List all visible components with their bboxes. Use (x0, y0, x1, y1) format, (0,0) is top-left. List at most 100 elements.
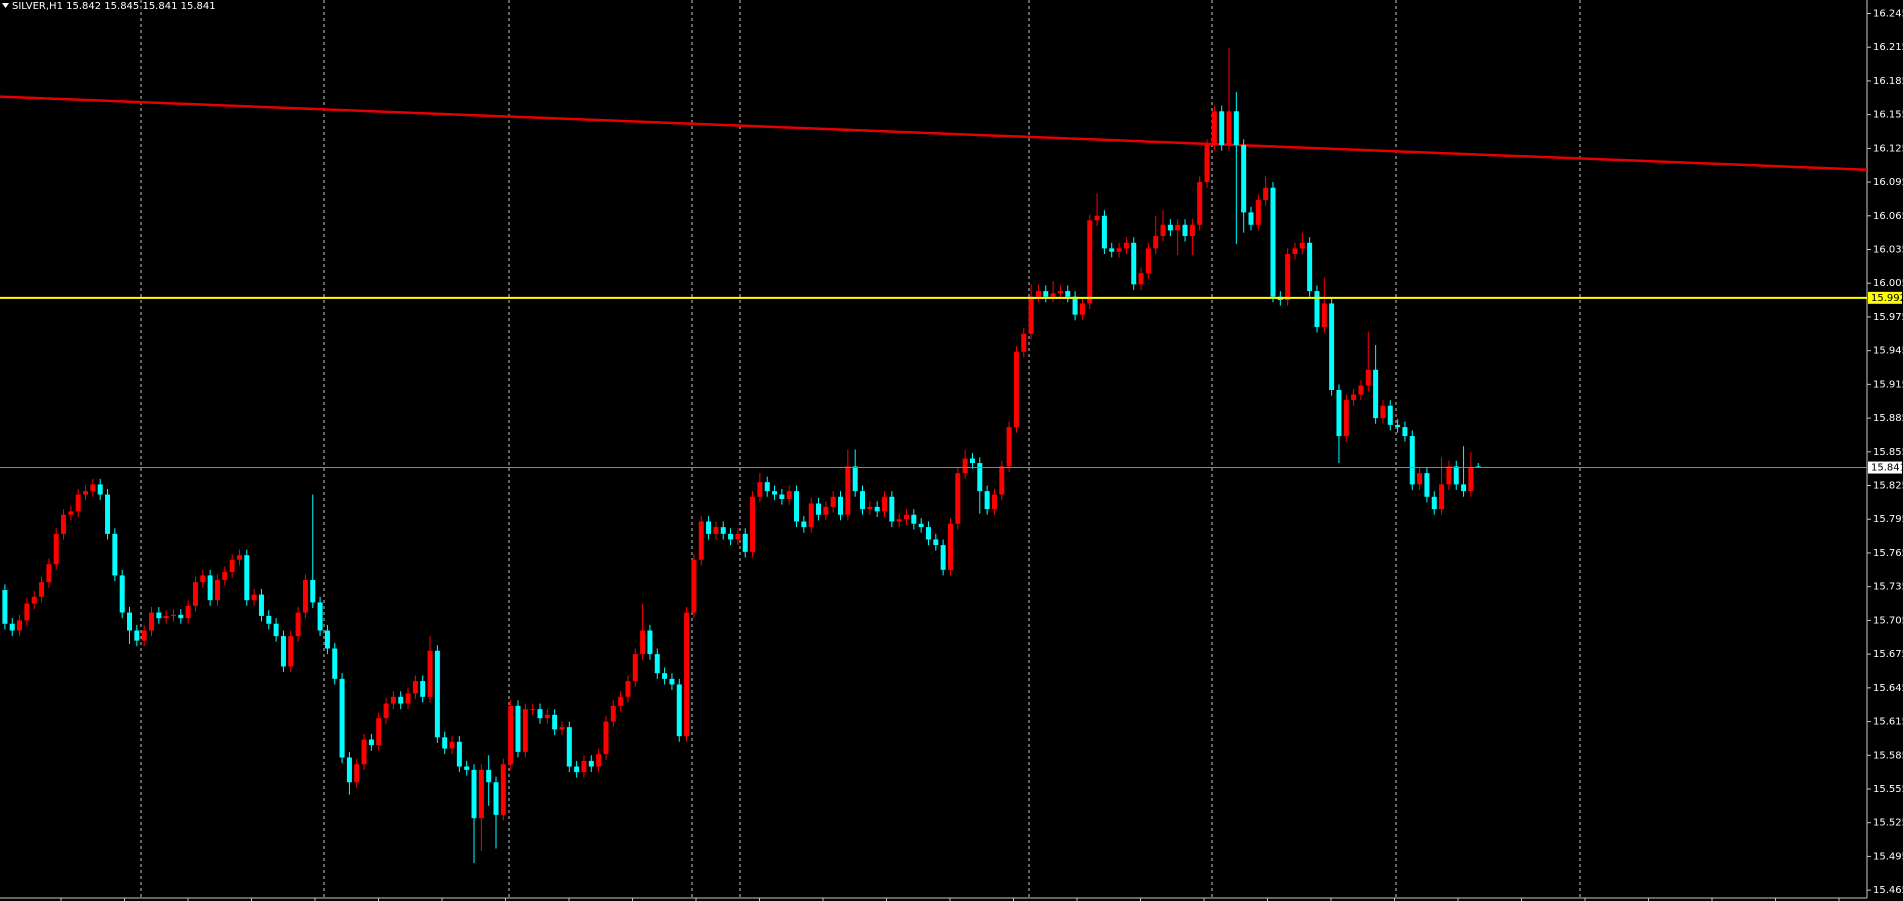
candle-body (1417, 473, 1423, 485)
candle-body (706, 521, 712, 534)
candle-body (339, 678, 345, 758)
candle-body (522, 709, 528, 752)
candle-body (486, 769, 492, 783)
candle-body (376, 718, 382, 746)
candle-body (779, 494, 785, 500)
candle-body (852, 466, 858, 492)
candle-body (654, 654, 660, 674)
chart-title: SILVER,H1 15.842 15.845 15.841 15.841 (12, 1, 216, 12)
candle-body (1211, 111, 1217, 145)
candle-body (442, 737, 448, 749)
candle-body (1409, 436, 1415, 485)
candle-body (1131, 242, 1137, 285)
candle-body (368, 739, 374, 746)
candle-body (1461, 484, 1467, 492)
candle-body (236, 555, 242, 560)
y-tick-label: 15.585 (1873, 750, 1903, 761)
candle-body (1043, 291, 1049, 297)
candle-body (273, 623, 279, 637)
y-tick-label: 16.185 (1873, 76, 1903, 87)
y-tick-label: 16.035 (1873, 245, 1903, 256)
candle-body (896, 519, 902, 522)
y-tick-label: 16.065 (1873, 211, 1903, 222)
candle-body (1057, 291, 1063, 294)
candle-body (823, 506, 829, 515)
candle-body (163, 615, 169, 619)
candle-body (1145, 248, 1151, 274)
candle-body (969, 458, 975, 464)
candle-body (398, 696, 404, 704)
y-tick-label: 15.675 (1873, 649, 1903, 660)
candle-body (903, 514, 909, 520)
candle-body (75, 494, 81, 512)
candle-body (383, 703, 389, 719)
candle-body (1035, 291, 1041, 297)
candle-body (845, 466, 851, 515)
candle-body (691, 559, 697, 613)
candle-body (280, 636, 286, 667)
candle-body (1307, 242, 1313, 292)
candle-body (515, 705, 521, 752)
candle-body (1351, 394, 1357, 401)
candle-body (427, 650, 433, 697)
candle-body (962, 458, 968, 474)
candle-body (1387, 405, 1393, 425)
candle-body (1314, 291, 1320, 328)
candle-body (1453, 466, 1459, 485)
candle-body (1292, 248, 1298, 255)
candle-body (478, 769, 484, 819)
candle-body (750, 496, 756, 552)
candle-body (302, 579, 308, 613)
candle-body (552, 714, 558, 730)
y-tick-label: 15.975 (1873, 312, 1903, 323)
candle-body (1109, 248, 1115, 252)
candle-body (251, 594, 257, 601)
candle-body (1270, 187, 1276, 297)
y-tick-label: 15.735 (1873, 582, 1903, 593)
candle-body (1160, 224, 1166, 237)
candle-body (1013, 351, 1019, 428)
candle-body (1204, 144, 1210, 183)
candle-body (1358, 385, 1364, 395)
candle-body (669, 678, 675, 685)
candle-body (1233, 111, 1239, 145)
y-tick-label: 15.825 (1873, 481, 1903, 492)
candle-body (603, 721, 609, 755)
candle-body (192, 582, 198, 606)
candle-body (1182, 224, 1188, 237)
candle-body (1373, 369, 1379, 419)
trend-line (0, 95, 1868, 171)
candle-body (808, 503, 814, 528)
candle-body (1197, 182, 1203, 225)
candle-body (940, 545, 946, 570)
candle-body (830, 496, 836, 507)
candle-body (566, 727, 572, 767)
candle-body (801, 521, 807, 528)
candle-body (1329, 303, 1335, 390)
candle-body (1094, 215, 1100, 221)
candle-body (178, 614, 184, 619)
y-tick-label: 16.095 (1873, 177, 1903, 188)
symbol-menu-arrow[interactable] (2, 3, 9, 8)
candle-body (361, 739, 367, 765)
candle-body (1446, 466, 1452, 485)
candle-body (882, 496, 887, 512)
candle-body (105, 494, 111, 534)
candle-body (581, 760, 587, 773)
candle-body (508, 705, 514, 765)
candle-body (112, 533, 118, 576)
candle-body (764, 482, 770, 492)
candle-body (1402, 427, 1408, 437)
candle-body (955, 473, 961, 524)
candle-body (530, 709, 536, 711)
candle-body (46, 564, 52, 583)
candle-body (156, 612, 162, 619)
candle-body (1116, 248, 1122, 252)
candle-body (434, 650, 440, 738)
candle-body (596, 754, 602, 767)
candle-body (17, 620, 23, 631)
candle-body (698, 521, 704, 560)
candle-body (911, 514, 917, 524)
candle-body (838, 496, 844, 515)
candle-body (1079, 303, 1085, 315)
